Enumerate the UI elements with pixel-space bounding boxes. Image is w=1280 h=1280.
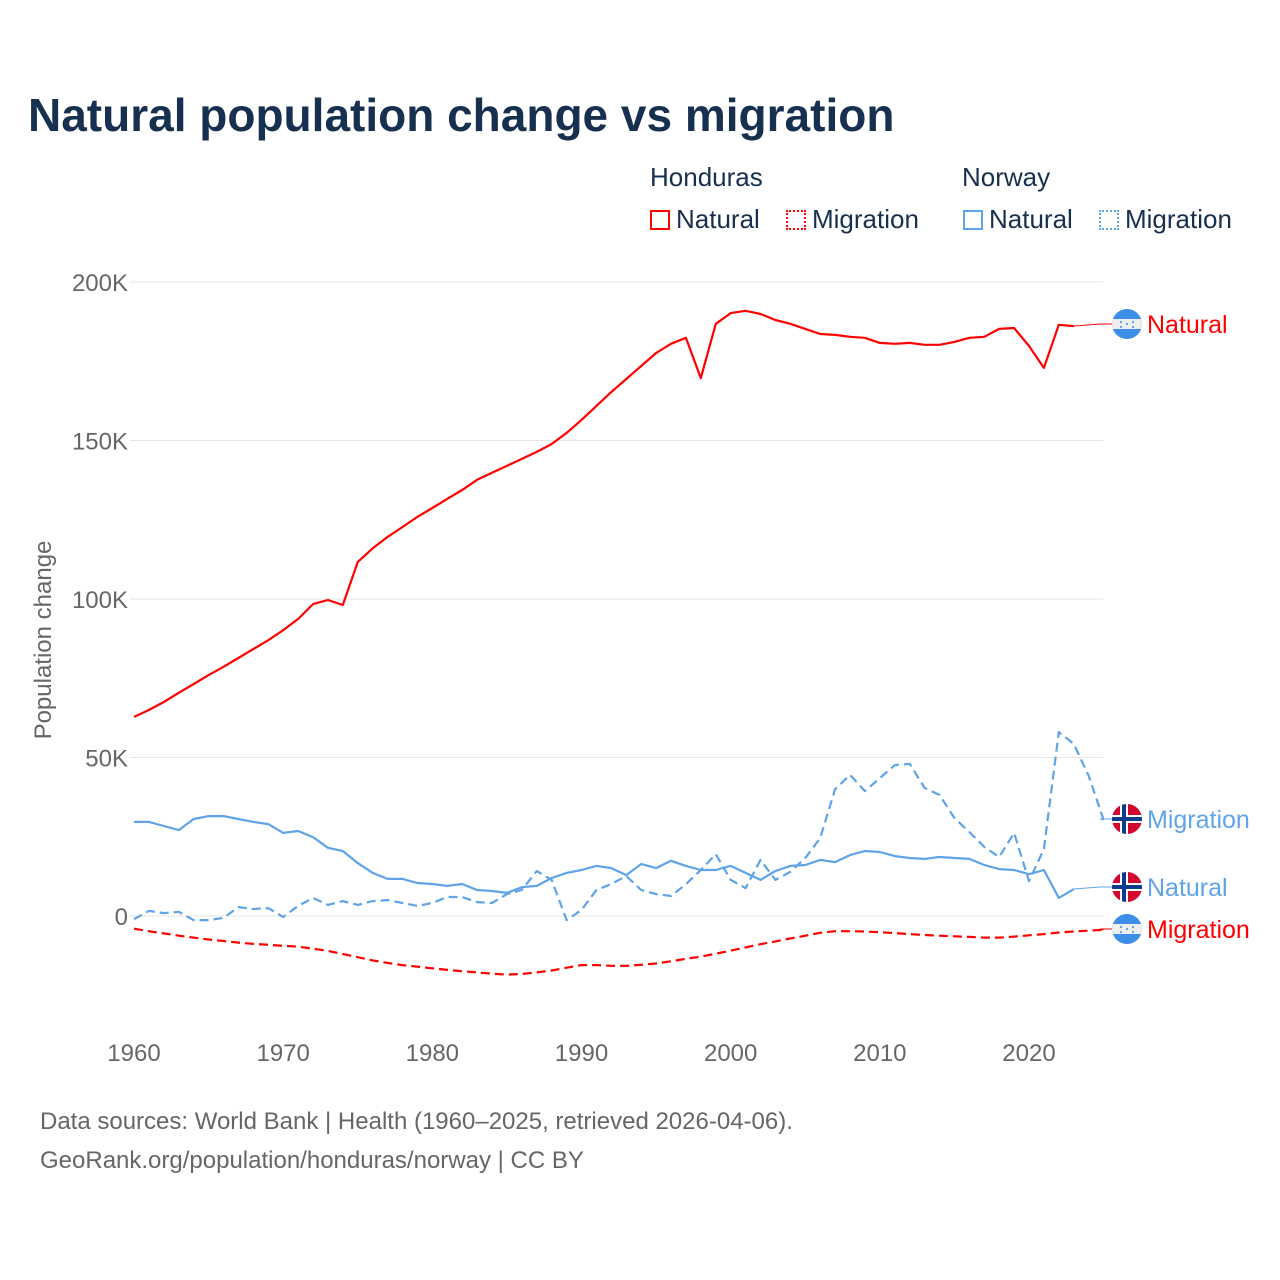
y-tick-label: 200K (72, 270, 128, 297)
series-end-label: Migration (1147, 806, 1250, 834)
honduras-flag-icon (1112, 914, 1142, 944)
legend-label: Migration (812, 204, 919, 234)
legend-norway-natural[interactable]: Natural (963, 204, 1073, 235)
y-tick-label: 50K (85, 746, 128, 773)
series-end-label: Natural (1147, 874, 1228, 902)
series-end-label: Migration (1147, 916, 1250, 944)
legend-honduras-natural[interactable]: Natural (650, 204, 760, 235)
legend-honduras-migration[interactable]: Migration (786, 204, 919, 235)
legend-swatch-solid-blue (963, 209, 983, 230)
legend-group-norway: Norway (962, 162, 1051, 192)
legend-label: Natural (989, 204, 1073, 234)
legend-norway-migration[interactable]: Migration (1099, 204, 1232, 235)
x-tick-label: 1980 (406, 1040, 459, 1067)
norway-flag-icon (1112, 872, 1142, 902)
series-line-norway-natural (134, 814, 1075, 900)
x-tick-label: 1960 (107, 1040, 160, 1067)
x-tick-label: 2010 (853, 1040, 906, 1067)
source-line-1: Data sources: World Bank | Health (1960–… (40, 1108, 793, 1135)
legend-swatch-dotted-red (786, 209, 806, 230)
legend-swatch-dotted-blue (1099, 209, 1119, 230)
x-tick-label: 1990 (555, 1040, 608, 1067)
x-tick-label: 2020 (1002, 1040, 1055, 1067)
series-line-honduras-natural (133, 309, 1074, 718)
series-line-norway-migration (133, 730, 1105, 922)
honduras-flag-icon (1112, 309, 1142, 339)
label-connector (1073, 886, 1112, 890)
label-connector (1073, 323, 1112, 327)
x-tick-label: 2000 (704, 1040, 757, 1067)
series-line-honduras-migration (133, 927, 1104, 976)
y-tick-label: 0 (115, 904, 128, 931)
legend-group-honduras: Honduras (650, 162, 763, 192)
y-tick-label: 100K (72, 587, 128, 614)
source-line-2[interactable]: GeoRank.org/population/honduras/norway |… (40, 1147, 584, 1174)
legend-swatch-solid-red (650, 209, 670, 230)
norway-flag-icon (1112, 804, 1142, 834)
legend-label: Migration (1125, 204, 1232, 234)
label-connector (1099, 928, 1112, 931)
legend-label: Natural (676, 204, 760, 234)
y-tick-label: 150K (72, 429, 128, 456)
x-tick-label: 1970 (256, 1040, 309, 1067)
label-connector (1099, 818, 1112, 821)
y-axis-label: Population change (30, 541, 57, 740)
chart-title: Natural population change vs migration (28, 89, 895, 141)
series-end-label: Natural (1147, 311, 1228, 339)
